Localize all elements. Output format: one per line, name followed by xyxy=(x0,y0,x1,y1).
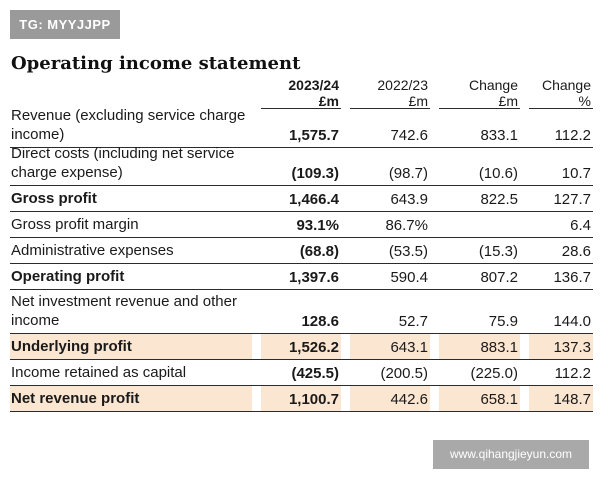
column-header-line1: 2022/23 xyxy=(377,77,428,93)
value-change-gbp: (15.3) xyxy=(478,243,518,260)
value-change-pct: 28.6 xyxy=(561,243,591,260)
table-row: Operating profit 1,397.6 590.4 807.2 136.7 xyxy=(10,264,593,290)
table-row: Net revenue profit 1,100.7 442.6 658.1 148.7 xyxy=(10,386,593,412)
value-2023-24: 1,100.7 xyxy=(261,386,341,411)
value-2023-24: 1,466.4 xyxy=(288,191,339,208)
row-label: Net investment revenue and other income xyxy=(11,293,237,329)
row-label: Direct costs (including net service char… xyxy=(11,145,235,181)
value-change-pct: 144.0 xyxy=(553,313,591,330)
value-change-gbp: (225.0) xyxy=(470,365,518,382)
column-header-line1: 2023/24 xyxy=(288,77,339,93)
column-header-line1: Change xyxy=(541,77,591,93)
income-statement-table: 2023/24 £m 2022/23 £m Change £m Change %… xyxy=(10,75,593,412)
value-change-pct: 10.7 xyxy=(561,165,591,182)
column-header-2022-23: 2022/23 £m xyxy=(350,75,430,109)
value-2022-23: 442.6 xyxy=(350,386,430,411)
value-2022-23: 52.7 xyxy=(398,313,428,330)
value-2023-24: (68.8) xyxy=(299,243,339,260)
column-header-unit: £m xyxy=(408,93,428,109)
value-2023-24: 1,575.7 xyxy=(288,127,339,144)
value-2023-24: 1,526.2 xyxy=(261,334,341,359)
value-change-gbp: 658.1 xyxy=(439,386,520,411)
column-header-change-pct: Change % xyxy=(529,75,593,109)
value-change-gbp: 883.1 xyxy=(439,334,520,359)
value-change-pct: 6.4 xyxy=(570,217,591,234)
value-change-pct: 136.7 xyxy=(553,269,591,286)
value-change-gbp xyxy=(439,212,520,237)
watermark: www.qihangjieyun.com xyxy=(433,440,589,469)
value-2023-24: 93.1% xyxy=(296,217,339,234)
table-row: Gross profit margin 93.1% 86.7% 6.4 xyxy=(10,212,593,238)
value-2022-23: (200.5) xyxy=(380,365,428,382)
value-change-gbp: 833.1 xyxy=(480,127,518,144)
value-2022-23: 643.9 xyxy=(390,191,428,208)
column-header-unit: £m xyxy=(318,93,339,109)
value-2023-24: 1,397.6 xyxy=(288,269,339,286)
row-label: Gross profit xyxy=(11,190,97,207)
row-label: Underlying profit xyxy=(10,334,252,359)
value-change-pct: 112.2 xyxy=(554,127,591,144)
value-2023-24: (425.5) xyxy=(291,365,339,382)
row-label: Revenue (excluding service charge income… xyxy=(11,107,246,143)
statement-title: Operating income statement xyxy=(11,53,301,74)
value-change-pct: 148.7 xyxy=(529,386,593,411)
column-header-line1: Change xyxy=(468,77,518,93)
row-label: Administrative expenses xyxy=(11,242,174,259)
table-row: Underlying profit 1,526.2 643.1 883.1 137.3 xyxy=(10,334,593,360)
column-header-unit: % xyxy=(578,93,591,109)
table-row: Direct costs (including net service char… xyxy=(10,145,593,186)
table-row: Gross profit 1,466.4 643.9 822.5 127.7 xyxy=(10,186,593,212)
row-label: Income retained as capital xyxy=(11,364,187,381)
tg-badge: TG: MYYJJPP xyxy=(10,10,120,39)
table-row: Net investment revenue and other income 1… xyxy=(10,290,593,334)
value-2022-23: 643.1 xyxy=(350,334,430,359)
table-header: 2023/24 £m 2022/23 £m Change £m Change % xyxy=(10,75,593,110)
table-row: Revenue (excluding service charge income… xyxy=(10,107,593,148)
value-2023-24: (109.3) xyxy=(291,165,339,182)
column-header-unit: £m xyxy=(498,93,518,109)
value-change-gbp: 75.9 xyxy=(488,313,518,330)
row-label: Net revenue profit xyxy=(10,386,252,411)
table-row: Administrative expenses (68.8) (53.5) (15.3… xyxy=(10,238,593,264)
value-2022-23: 86.7% xyxy=(385,217,428,234)
value-change-pct: 137.3 xyxy=(529,334,593,359)
value-2022-23: 590.4 xyxy=(390,269,428,286)
value-change-gbp: 822.5 xyxy=(480,191,518,208)
value-2022-23: 742.6 xyxy=(390,127,428,144)
value-change-pct: 112.2 xyxy=(554,365,591,382)
value-2022-23: (53.5) xyxy=(388,243,428,260)
column-header-change-gbp: Change £m xyxy=(439,75,520,109)
value-2022-23: (98.7) xyxy=(388,165,428,182)
value-change-pct: 127.7 xyxy=(553,191,591,208)
value-change-gbp: 807.2 xyxy=(480,269,518,286)
value-2023-24: 128.6 xyxy=(301,313,339,330)
table-body: Revenue (excluding service charge income… xyxy=(10,107,593,412)
value-change-gbp: (10.6) xyxy=(478,165,518,182)
table-row: Income retained as capital (425.5) (200.5)… xyxy=(10,360,593,386)
row-label: Gross profit margin xyxy=(11,216,139,233)
column-header-2023-24: 2023/24 £m xyxy=(261,75,341,109)
row-label: Operating profit xyxy=(11,268,125,285)
